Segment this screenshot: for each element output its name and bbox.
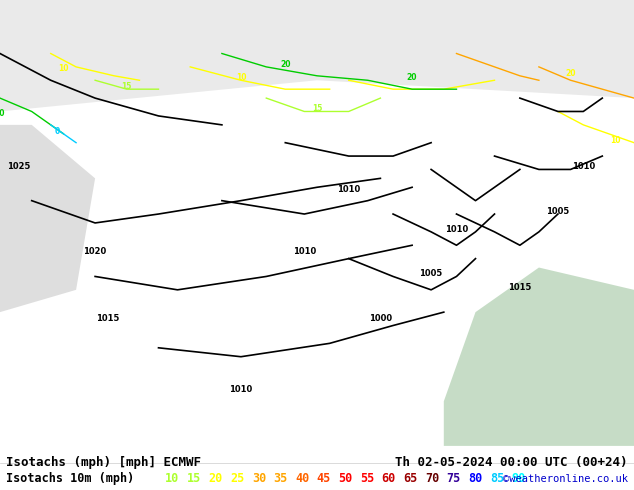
Text: 75: 75 xyxy=(446,472,461,486)
Text: 45: 45 xyxy=(317,472,331,486)
Text: 50: 50 xyxy=(339,472,353,486)
Text: ©weatheronline.co.uk: ©weatheronline.co.uk xyxy=(503,474,628,484)
Text: 20: 20 xyxy=(0,109,5,118)
Text: Isotachs 10m (mph): Isotachs 10m (mph) xyxy=(6,472,134,486)
Text: 80: 80 xyxy=(468,472,482,486)
Text: 20: 20 xyxy=(280,60,290,69)
Text: 20: 20 xyxy=(566,69,576,78)
Text: 1025: 1025 xyxy=(8,163,30,172)
Text: 1010: 1010 xyxy=(337,185,360,194)
Text: 55: 55 xyxy=(360,472,374,486)
Text: 65: 65 xyxy=(403,472,418,486)
Text: 35: 35 xyxy=(273,472,288,486)
Text: 1015: 1015 xyxy=(508,283,531,292)
Text: 70: 70 xyxy=(425,472,439,486)
Polygon shape xyxy=(0,125,95,312)
Text: 1010: 1010 xyxy=(230,386,252,394)
Text: Th 02-05-2024 00:00 UTC (00+24): Th 02-05-2024 00:00 UTC (00+24) xyxy=(395,456,628,468)
Text: 20: 20 xyxy=(407,74,417,82)
Polygon shape xyxy=(444,268,634,446)
Text: 1000: 1000 xyxy=(369,314,392,323)
Text: 1010: 1010 xyxy=(445,225,468,234)
Text: 1015: 1015 xyxy=(96,314,119,323)
Text: 1005: 1005 xyxy=(547,207,569,216)
Text: 15: 15 xyxy=(187,472,201,486)
Text: 85: 85 xyxy=(490,472,504,486)
Text: 10: 10 xyxy=(236,74,246,82)
Polygon shape xyxy=(0,0,634,112)
Text: 40: 40 xyxy=(295,472,309,486)
Text: 10: 10 xyxy=(610,136,620,145)
Text: 0: 0 xyxy=(55,127,60,136)
Text: 1005: 1005 xyxy=(420,270,443,278)
Text: 1010: 1010 xyxy=(572,163,595,172)
Text: 10: 10 xyxy=(165,472,179,486)
Text: 10: 10 xyxy=(58,64,68,74)
Text: 60: 60 xyxy=(382,472,396,486)
Text: 20: 20 xyxy=(209,472,223,486)
Text: 1010: 1010 xyxy=(293,247,316,256)
Text: 1020: 1020 xyxy=(84,247,107,256)
Text: 90: 90 xyxy=(512,472,526,486)
Text: 25: 25 xyxy=(230,472,245,486)
Text: 15: 15 xyxy=(312,104,322,114)
Text: 30: 30 xyxy=(252,472,266,486)
Text: 15: 15 xyxy=(122,82,132,91)
Text: Isotachs (mph) [mph] ECMWF: Isotachs (mph) [mph] ECMWF xyxy=(6,456,202,468)
